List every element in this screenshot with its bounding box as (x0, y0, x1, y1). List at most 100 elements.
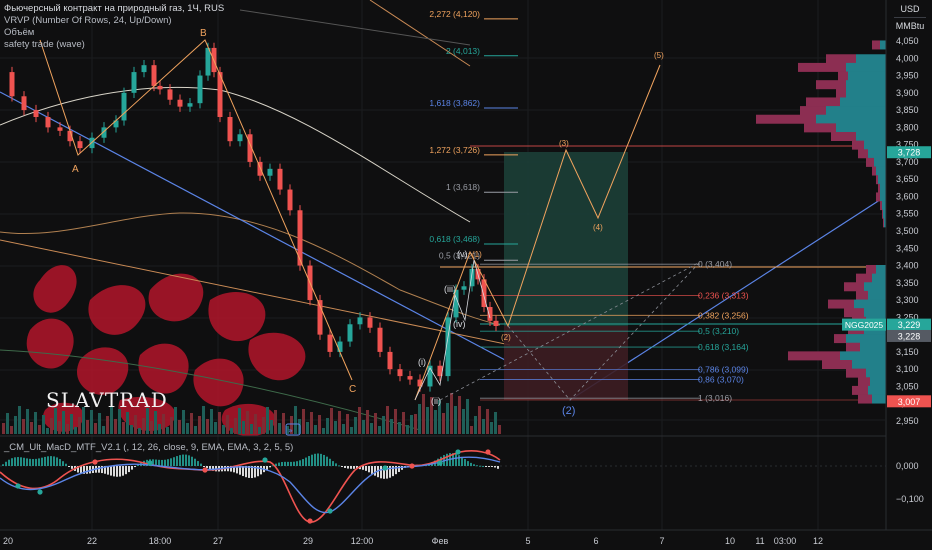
macd-hist-bar (233, 466, 235, 473)
macd-hist-bar (29, 458, 31, 466)
wave-label-5: (5) (654, 51, 664, 60)
macd-hist-bar (272, 465, 274, 467)
macd-hist-bar (65, 463, 67, 466)
volume-bar (22, 419, 25, 434)
volume-bar (402, 412, 405, 434)
candle-body (445, 317, 451, 377)
profit-zone[interactable] (504, 152, 628, 326)
volume-bar (42, 415, 45, 434)
indicator-volume[interactable]: Объём (4, 27, 35, 38)
macd-hist-bar (290, 461, 292, 466)
volume-bar (34, 412, 37, 434)
price-tick-label: 3,900 (896, 88, 919, 98)
fib-level-label: 2 (4,013) (446, 46, 480, 56)
price-tick-label: 3,150 (896, 347, 919, 357)
volume-bar (346, 414, 349, 434)
candle-body (57, 127, 63, 131)
volume-bar (178, 420, 181, 434)
volume-profile-row (870, 377, 886, 387)
price-badge-label: 3,728 (898, 148, 921, 158)
volume-bar (482, 419, 485, 434)
volume-profile-row (876, 166, 886, 176)
macd-hist-bar (23, 457, 25, 466)
fib-extension-upper[interactable]: 2,272 (4,120) 2 (4,013) 1,618 (3,862) 1,272… (429, 9, 518, 261)
volume-bar (270, 420, 273, 434)
macd-hist-bar (485, 466, 487, 467)
macd-hist-bar (332, 461, 334, 466)
volume-bar (318, 415, 321, 434)
macd-hist-bar (269, 466, 271, 468)
macd-hist-bar (176, 456, 178, 466)
wave-label-b: B (200, 28, 207, 39)
time-tick-label: 18:00 (149, 536, 172, 546)
volume-profile-row (856, 273, 872, 283)
macd-hist-bar (155, 459, 157, 466)
candle-body (267, 168, 273, 176)
currency-unit[interactable]: USD MMBtu (892, 2, 928, 33)
wave-label-2: (2) (501, 333, 511, 342)
macd-hist-bar (191, 456, 193, 466)
volume-profile-row (858, 377, 870, 387)
volume-profile-row (806, 97, 840, 107)
macd-cross-dot (262, 457, 268, 463)
volume-bar (446, 403, 449, 434)
macd-hist-bar (287, 461, 289, 466)
macd-hist-bar (173, 457, 175, 466)
volume-bar (218, 412, 221, 434)
indicator-vrvp[interactable]: VRVP (Number Of Rows, 24, Up/Down) (4, 15, 172, 26)
macd-hist-bar (494, 466, 496, 468)
volume-bar (158, 424, 161, 434)
macd-hist-bar (296, 461, 298, 466)
macd-hist-bar (98, 466, 100, 473)
macd-cross-dot (147, 460, 153, 466)
candle-body (121, 92, 127, 121)
volume-bar (358, 407, 361, 434)
price-tick-label: 3,250 (896, 312, 919, 322)
wave-label-4: (4) (593, 223, 603, 232)
volume-bar (222, 425, 225, 434)
macd-cross-dot (437, 460, 443, 466)
price-tick-label: 3,450 (896, 243, 919, 253)
fib-retracement-lower[interactable]: 0 (3,404) 0,236 (3,313) 0,382 (3,256) 0,5 (… (480, 259, 749, 403)
macd-hist-bar (86, 466, 88, 474)
volume-bar (382, 416, 385, 434)
time-axis[interactable]: 20 22 18:00 27 29 12:00 Фев 5 6 7 10 11 03:00 12 (3, 536, 823, 546)
volume-profile-row (798, 62, 846, 72)
scroll-to-realtime-icon[interactable]: » (285, 423, 301, 436)
macd-hist-bar (200, 463, 202, 466)
macd-hist-bar (59, 459, 61, 466)
macd-hist-bar (38, 458, 40, 466)
volume-bar (198, 416, 201, 434)
macd-hist-bar (131, 466, 133, 470)
volume-bar (166, 427, 169, 434)
volume-bar (242, 421, 245, 434)
volume-profile-row (860, 342, 886, 352)
time-tick-label: Фев (432, 536, 449, 546)
macd-indicator-label[interactable]: _CM_Ult_MacD_MTF_V2.1 (, 12, 26, close, … (4, 442, 294, 453)
volume-bar (94, 423, 97, 434)
symbol-title[interactable]: Фьючерсный контракт на природный газ, 1Ч… (4, 3, 225, 14)
volume-profile-row (884, 218, 886, 228)
price-axis[interactable]: 4,050 4,000 3,950 3,900 3,850 3,800 3,750 3,700… (896, 36, 919, 426)
loss-zone[interactable] (504, 326, 628, 400)
price-badge-label: 3,228 (898, 331, 921, 341)
time-tick-label: 6 (593, 536, 598, 546)
macd-axis[interactable]: 0,000 −0,100 (896, 461, 924, 504)
wave-label-iii: (iii) (444, 284, 456, 294)
volume-profile-row (800, 106, 826, 116)
volume-bar (98, 413, 101, 434)
macd-hist-bar (32, 459, 34, 466)
price-tick-label: 3,800 (896, 122, 919, 132)
volume-bar (386, 406, 389, 434)
candle-body (367, 317, 373, 328)
candle-body (247, 134, 253, 162)
indicator-safety-trade[interactable]: safety trade (wave) (4, 39, 85, 50)
volume-profile-row (856, 54, 886, 64)
volume-bar (234, 418, 237, 434)
volume-profile-row (876, 192, 880, 202)
macd-hist-bar (245, 466, 247, 478)
macd-hist-bar (83, 466, 85, 474)
candle-body (187, 103, 193, 107)
macd-hist-bar (194, 458, 196, 466)
